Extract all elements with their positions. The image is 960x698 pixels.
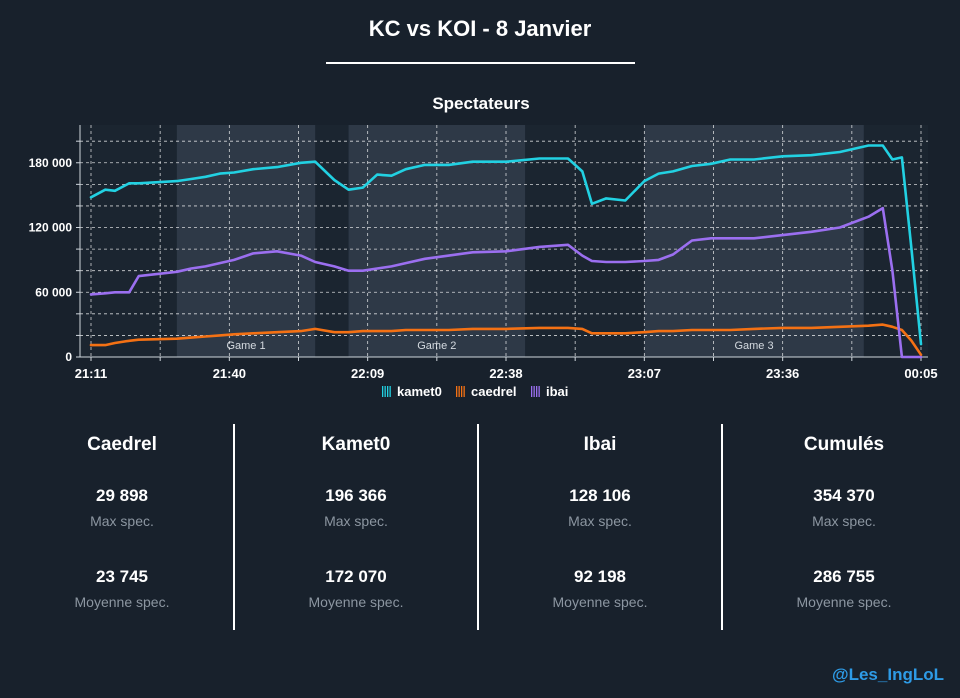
stat-max-value: 128 106 (569, 486, 631, 505)
stat-name: Cumulés (803, 434, 885, 455)
stat-divider (721, 424, 723, 630)
legend-swatch (382, 386, 384, 397)
legend-swatch (458, 386, 460, 397)
game-band (644, 125, 864, 357)
y-tick-label: 60 000 (35, 285, 72, 299)
x-tick-label: 23:36 (766, 366, 799, 381)
legend-swatch (461, 386, 463, 397)
stat-max-value: 29 898 (96, 486, 148, 505)
stat-max-value: 354 370 (813, 486, 875, 505)
legend-swatch (463, 386, 465, 397)
legend-swatch (389, 386, 391, 397)
legend-swatch (387, 386, 389, 397)
chart-title: Spectateurs (432, 94, 529, 113)
stat-column-caedrel: Caedrel 29 898 Max spec. 23 745 Moyenne … (0, 424, 244, 630)
stat-column-total: Cumulés 354 370 Max spec. 286 755 Moyenn… (722, 424, 960, 630)
legend-swatch (384, 386, 386, 397)
y-tick-label: 0 (65, 350, 72, 364)
legend-label: ibai (546, 384, 568, 399)
stat-avg-label: Moyenne spec. (552, 594, 648, 610)
stat-avg-value: 172 070 (325, 567, 387, 586)
stat-avg-label: Moyenne spec. (796, 594, 892, 610)
stat-avg-value: 23 745 (96, 567, 148, 586)
x-tick-label: 21:11 (75, 366, 108, 381)
legend-swatch (531, 386, 533, 397)
stat-max-label: Max spec. (812, 513, 876, 529)
legend-label: caedrel (471, 384, 517, 399)
stat-avg-value: 92 198 (574, 567, 626, 586)
series-line-kamet0 (89, 144, 923, 346)
legend-item-caedrel: caedrel (456, 384, 517, 399)
x-tick-label: 21:40 (213, 366, 246, 381)
stat-avg-label: Moyenne spec. (308, 594, 404, 610)
viewers-chart: Spectateurs Game 1 Game 2 Game 3 0 60 000 12… (29, 94, 938, 399)
stat-divider (477, 424, 479, 630)
page-title: KC vs KOI - 8 Janvier (368, 16, 592, 41)
series-line-ibai (89, 206, 923, 359)
stat-column-kamet0: Kamet0 196 366 Max spec. 172 070 Moyenne… (234, 424, 478, 630)
stat-name: Caedrel (87, 434, 157, 455)
stat-avg-value: 286 755 (813, 567, 875, 586)
legend-item-ibai: ibai (531, 384, 568, 399)
series-line-caedrel (89, 323, 923, 357)
stat-name: Ibai (583, 434, 617, 455)
legend-swatch (533, 386, 535, 397)
stat-column-ibai: Ibai 128 106 Max spec. 92 198 Moyenne sp… (478, 424, 722, 630)
game-band (176, 125, 316, 357)
x-tick-label: 23:07 (628, 366, 661, 381)
legend-label: kamet0 (397, 384, 442, 399)
legend-item-kamet0: kamet0 (382, 384, 442, 399)
legend-swatch (538, 386, 540, 397)
game-band-label: Game 3 (734, 340, 773, 352)
stats-panel: Caedrel 29 898 Max spec. 23 745 Moyenne … (0, 424, 960, 630)
x-tick-label: 00:05 (904, 366, 937, 381)
y-tick-label: 180 000 (29, 156, 73, 170)
stat-name: Kamet0 (321, 434, 391, 455)
legend-swatch (456, 386, 458, 397)
game-band-label: Game 2 (417, 340, 456, 352)
stat-divider (233, 424, 235, 630)
stat-max-label: Max spec. (324, 513, 388, 529)
stat-max-label: Max spec. (90, 513, 154, 529)
stat-avg-label: Moyenne spec. (74, 594, 170, 610)
stat-max-label: Max spec. (568, 513, 632, 529)
author-credit[interactable]: @Les_IngLoL (832, 665, 944, 684)
stat-max-value: 196 366 (325, 486, 387, 505)
legend-swatch (536, 386, 538, 397)
title-divider (326, 62, 635, 64)
y-tick-label: 120 000 (29, 221, 73, 235)
x-tick-label: 22:09 (351, 366, 384, 381)
x-tick-label: 22:38 (489, 366, 522, 381)
game-band-label: Game 1 (226, 340, 265, 352)
